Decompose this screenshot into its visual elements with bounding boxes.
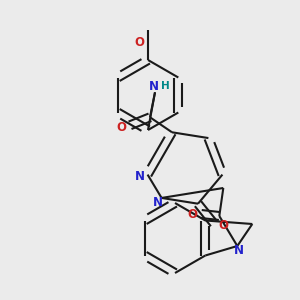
Text: O: O	[187, 208, 197, 221]
Text: N: N	[135, 170, 145, 183]
Text: N: N	[234, 244, 244, 257]
Text: N: N	[153, 196, 163, 209]
Text: H: H	[160, 81, 169, 91]
Text: O: O	[218, 219, 228, 232]
Text: N: N	[149, 80, 159, 93]
Text: O: O	[116, 121, 126, 134]
Text: O: O	[134, 35, 144, 49]
